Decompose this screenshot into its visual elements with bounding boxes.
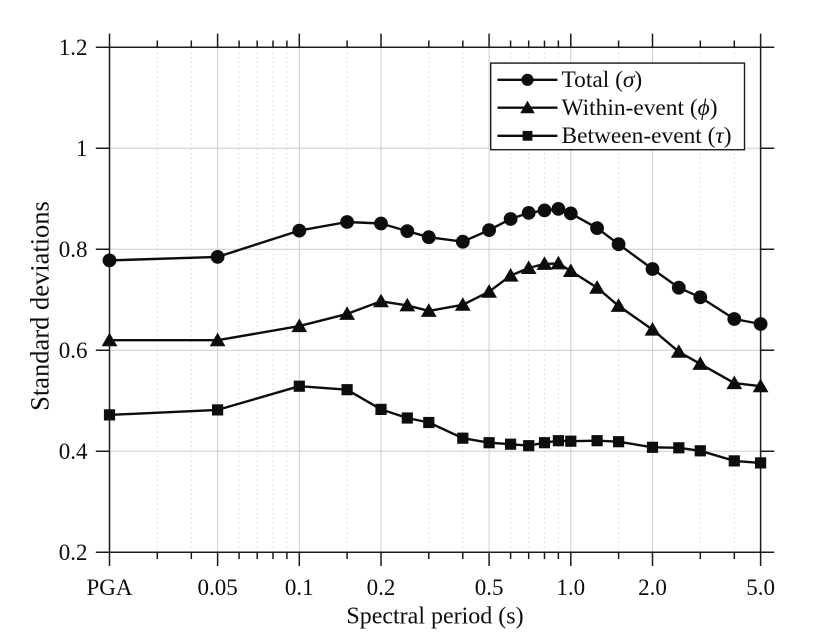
svg-text:Spectral period (s): Spectral period (s) (346, 604, 523, 630)
svg-text:2.0: 2.0 (638, 575, 667, 600)
svg-text:PGA: PGA (86, 575, 132, 600)
svg-text:1.2: 1.2 (59, 35, 88, 60)
svg-text:0.2: 0.2 (367, 575, 396, 600)
svg-text:5.0: 5.0 (746, 575, 775, 600)
svg-text:Between-event (τ): Between-event (τ) (562, 123, 732, 149)
svg-text:0.4: 0.4 (59, 439, 88, 464)
svg-text:0.05: 0.05 (197, 575, 237, 600)
svg-text:Total (σ): Total (σ) (562, 67, 643, 93)
svg-text:0.1: 0.1 (285, 575, 314, 600)
svg-text:Within-event (ϕ): Within-event (ϕ) (562, 95, 718, 121)
svg-text:0.2: 0.2 (59, 540, 88, 565)
svg-text:Standard deviations: Standard deviations (24, 201, 54, 411)
svg-text:1: 1 (76, 136, 88, 161)
svg-text:1.0: 1.0 (556, 575, 585, 600)
svg-text:0.6: 0.6 (59, 338, 88, 363)
svg-text:0.5: 0.5 (475, 575, 504, 600)
svg-text:0.8: 0.8 (59, 237, 88, 262)
